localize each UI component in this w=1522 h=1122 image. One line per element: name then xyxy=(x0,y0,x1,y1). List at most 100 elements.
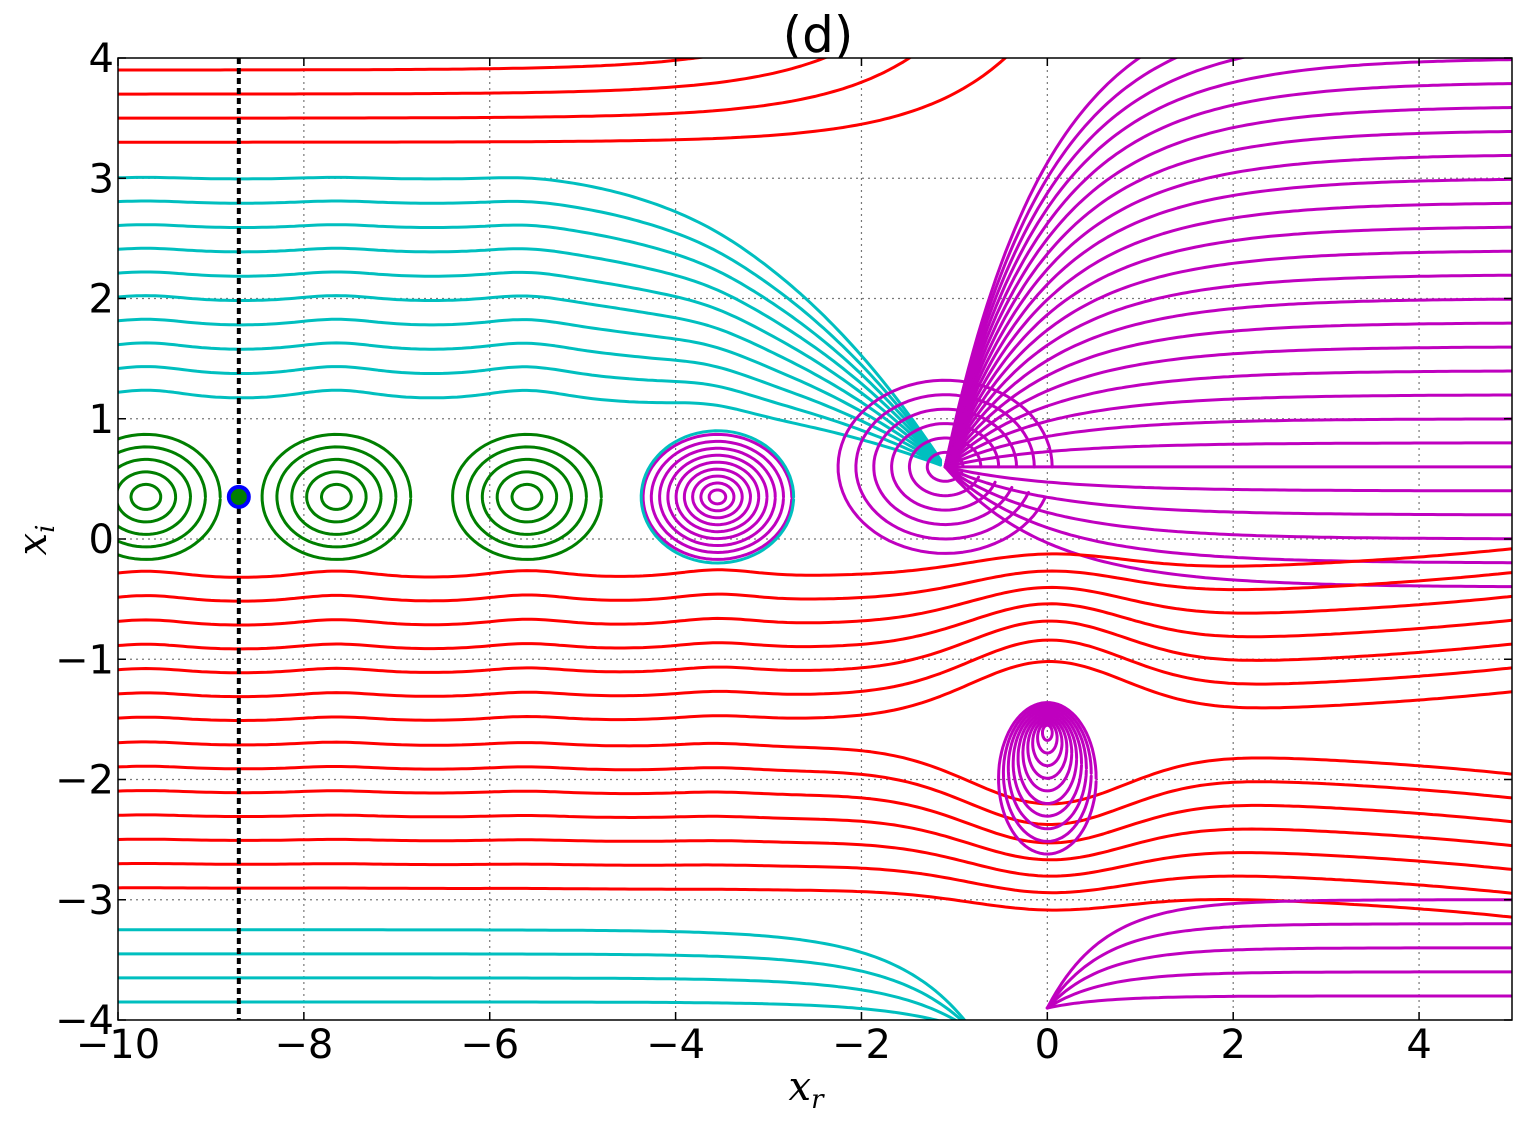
y-tick-label: 0 xyxy=(89,517,114,563)
vortex-magenta xyxy=(682,467,752,527)
spiral-loop xyxy=(872,407,1018,527)
x-tick-label: −4 xyxy=(646,1022,705,1068)
streamline-red xyxy=(118,602,1512,651)
y-tick-label: 4 xyxy=(89,36,114,82)
streamline-red xyxy=(118,58,1008,144)
vortex-green xyxy=(118,470,178,524)
spiral-loop xyxy=(925,450,965,483)
y-tick-label: 1 xyxy=(89,397,114,443)
pole-loop xyxy=(1016,711,1079,805)
streamline-red xyxy=(118,619,1512,675)
x-tick-label: −2 xyxy=(832,1022,891,1068)
streamline-magenta xyxy=(1045,922,1512,1010)
x-axis-label: xr xyxy=(789,1064,826,1115)
streamline-red xyxy=(118,886,1512,919)
vortex-magenta xyxy=(649,439,785,554)
streamline-magenta xyxy=(943,130,1512,469)
streamline-magenta xyxy=(943,393,1512,469)
streamline-red xyxy=(118,862,1512,895)
y-tick-label: −1 xyxy=(55,637,114,683)
streamline-cyan xyxy=(118,199,942,462)
streamline-magenta xyxy=(943,225,1512,469)
y-tick-label: −3 xyxy=(55,878,114,924)
chart-title: (d) xyxy=(783,6,854,64)
vortex-green xyxy=(118,445,207,549)
vortex-magenta xyxy=(658,446,777,547)
vortex-magenta xyxy=(707,488,728,506)
streamline-magenta xyxy=(943,465,1512,541)
streamline-magenta xyxy=(1045,994,1512,1010)
streamline-cyan xyxy=(118,1000,942,1020)
spiral-loop xyxy=(907,436,983,498)
streamline-magenta xyxy=(1045,970,1512,1010)
vortex-magenta xyxy=(666,453,769,541)
streamline-magenta xyxy=(1045,898,1512,1010)
streamline-red xyxy=(118,569,1512,603)
pole-loop xyxy=(997,701,1098,856)
streamline-magenta xyxy=(943,58,1179,469)
y-tick-label: −4 xyxy=(55,998,114,1044)
streamline-red xyxy=(118,789,1512,845)
x-tick-label: 2 xyxy=(1220,1022,1245,1068)
vortex-green xyxy=(275,445,398,549)
x-tick-label: −10 xyxy=(76,1022,160,1068)
spiral-loop xyxy=(854,393,1036,541)
streamline-magenta xyxy=(943,369,1512,469)
spiral-loop xyxy=(836,378,1054,555)
vortex-green xyxy=(480,457,573,536)
streamline-cyan xyxy=(118,223,942,463)
streamline-cyan xyxy=(118,976,959,1020)
streamline-cyan xyxy=(118,317,942,465)
vortex-green xyxy=(305,470,368,524)
vortex-green xyxy=(118,432,222,561)
streamline-red xyxy=(118,58,913,120)
x-tick-label: −8 xyxy=(274,1022,333,1068)
vortex-green xyxy=(451,432,603,561)
x-tick-label: 0 xyxy=(1035,1022,1060,1068)
streamline-magenta xyxy=(943,297,1512,469)
streamline-magenta xyxy=(1045,946,1512,1010)
streamline-red xyxy=(118,813,1512,862)
streamline-magenta xyxy=(943,153,1512,469)
streamline-cyan xyxy=(118,246,942,464)
streamline-magenta xyxy=(943,201,1512,469)
vortex-green xyxy=(465,445,588,549)
vortex-green xyxy=(320,482,353,511)
streamline-magenta xyxy=(943,441,1512,469)
streamline-cyan xyxy=(118,294,942,465)
streamline-magenta xyxy=(943,58,1142,469)
vortex-green xyxy=(495,470,559,524)
streamline-cyan xyxy=(118,270,942,464)
streamlines xyxy=(118,58,1512,1020)
streamline-red xyxy=(118,585,1512,627)
streamline-magenta xyxy=(943,417,1512,469)
streamline-magenta xyxy=(943,58,1248,469)
pole-loop xyxy=(1026,716,1069,780)
vortex-magenta xyxy=(641,432,794,561)
vortex-magenta xyxy=(674,460,761,534)
pole-loop xyxy=(1011,708,1083,818)
streamline-red xyxy=(118,837,1512,878)
pole-loop xyxy=(1021,713,1074,793)
vortex-green xyxy=(260,432,413,561)
axis-ticks xyxy=(117,57,1512,1021)
annotations xyxy=(226,58,251,1020)
streamline-red xyxy=(118,547,1512,579)
x-tick-label: 4 xyxy=(1406,1022,1431,1068)
streamline-magenta xyxy=(943,465,1512,493)
streamline-cyan xyxy=(118,365,942,466)
streamline-red xyxy=(118,58,829,96)
pole-loop xyxy=(1006,706,1088,831)
streamline-red xyxy=(118,638,1512,699)
streamline-magenta xyxy=(943,273,1512,469)
streamline-cyan xyxy=(118,388,942,467)
streamline-cyan xyxy=(118,341,942,466)
streamline-magenta xyxy=(943,465,1512,517)
vortex-cyan xyxy=(639,429,796,565)
vortex-magenta xyxy=(699,481,736,513)
vortex-green xyxy=(129,482,163,511)
vortex-green xyxy=(118,457,192,536)
streamline-magenta xyxy=(943,82,1512,469)
